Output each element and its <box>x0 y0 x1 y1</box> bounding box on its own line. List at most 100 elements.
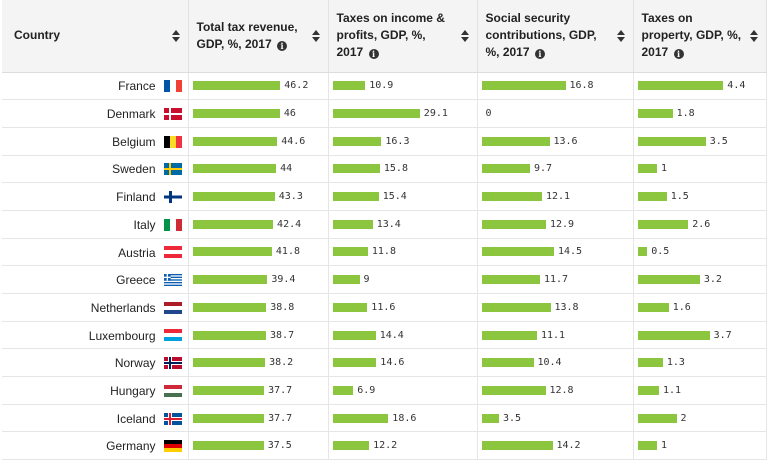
sweden-flag <box>163 163 182 176</box>
property-cell: 2.6 <box>633 210 767 239</box>
social-bar <box>481 247 554 257</box>
income-bar <box>332 358 377 368</box>
total-cell: 38.8 <box>188 293 329 322</box>
table-row: Belgium 44.6 16.3 13.6 3.5 <box>2 127 767 156</box>
total-cell: 38.2 <box>188 348 329 378</box>
table-row: Luxembourg 38.7 14.4 11.1 3.7 <box>2 321 767 350</box>
social-value: 14.5 <box>558 246 583 258</box>
total-bar <box>192 275 268 285</box>
total-bar <box>192 358 266 368</box>
total-value: 46.2 <box>284 80 309 92</box>
property-value: 3.7 <box>713 329 732 341</box>
property-bar <box>637 219 689 229</box>
total-cell: 44 <box>188 155 329 184</box>
table-row: Norway 38.2 14.6 10.4 1.3 <box>2 348 767 378</box>
italy-flag <box>163 218 182 231</box>
property-cell: 1 <box>633 155 767 184</box>
total-cell: 46.2 <box>188 72 329 101</box>
sort-icon[interactable] <box>616 29 625 42</box>
property-value: 1.5 <box>670 191 689 203</box>
income-cell: 14.4 <box>328 321 478 350</box>
header-label: %, 2017 <box>485 45 530 60</box>
total-cell: 38.7 <box>188 321 329 350</box>
column-header-country[interactable]: Country <box>2 0 189 73</box>
income-value: 14.4 <box>379 329 404 341</box>
social-cell: 11.1 <box>477 321 634 350</box>
income-cell: 15.4 <box>328 182 478 211</box>
total-bar <box>192 136 278 146</box>
social-bar <box>481 358 534 368</box>
property-value: 0.5 <box>651 246 670 258</box>
total-cell: 44.6 <box>188 127 329 156</box>
social-value: 14.2 <box>556 440 581 452</box>
greece-flag <box>163 274 182 287</box>
property-cell: 3.5 <box>633 127 767 156</box>
header-label: Social security <box>485 11 571 26</box>
column-header-social-security[interactable]: Social security contributions, GDP, %, 2… <box>477 0 634 73</box>
info-icon[interactable]: i <box>673 49 684 60</box>
country-cell: Iceland <box>2 404 189 433</box>
property-bar <box>637 441 657 451</box>
column-header-taxes-on-property[interactable]: Taxes on property, GDP, %, 2017 i <box>633 0 767 73</box>
header-label: Taxes on income & <box>336 11 445 26</box>
sort-icon[interactable] <box>171 29 180 42</box>
total-value: 42.4 <box>277 218 302 230</box>
social-value: 16.8 <box>569 80 594 92</box>
income-value: 15.4 <box>382 191 407 203</box>
social-bar <box>481 302 551 312</box>
social-cell: 11.7 <box>477 265 634 294</box>
info-icon[interactable]: i <box>368 49 379 60</box>
country-name: Greece <box>116 273 156 288</box>
norway-flag <box>163 357 182 370</box>
total-cell: 39.4 <box>188 265 329 294</box>
total-value: 38.2 <box>269 357 294 369</box>
total-value: 37.7 <box>268 412 293 424</box>
social-value: 13.8 <box>554 301 579 313</box>
total-value: 38.7 <box>270 329 295 341</box>
column-header-taxes-on-income[interactable]: Taxes on income & profits, GDP, %, 2017 … <box>328 0 478 73</box>
total-bar <box>192 385 265 395</box>
info-icon[interactable]: i <box>534 49 545 60</box>
social-bar <box>481 219 546 229</box>
country-cell: Hungary <box>2 376 189 405</box>
country-name: Italy <box>133 217 156 232</box>
social-cell: 3.5 <box>477 404 634 433</box>
total-bar <box>192 164 277 174</box>
sort-icon[interactable] <box>460 29 469 42</box>
property-cell: 0.5 <box>633 238 767 267</box>
income-cell: 12.2 <box>328 431 478 461</box>
social-value: 0 <box>485 108 492 120</box>
info-icon[interactable]: i <box>277 40 288 51</box>
income-cell: 18.6 <box>328 404 478 433</box>
table-row: Germany 37.5 12.2 14.2 1 <box>2 431 767 461</box>
social-value: 12.9 <box>550 218 575 230</box>
total-value: 37.5 <box>267 440 292 452</box>
sort-icon[interactable] <box>311 29 320 42</box>
property-bar <box>637 330 710 340</box>
property-value: 1.6 <box>672 301 691 313</box>
property-bar <box>637 275 700 285</box>
social-cell: 10.4 <box>477 348 634 378</box>
income-value: 6.9 <box>357 384 376 396</box>
total-bar <box>192 441 264 451</box>
column-header-total-tax-revenue[interactable]: Total tax revenue, GDP, %, 2017 i <box>188 0 329 73</box>
income-cell: 10.9 <box>328 72 478 101</box>
property-value: 3.5 <box>709 135 728 147</box>
income-bar <box>332 164 380 174</box>
property-bar <box>637 413 677 423</box>
income-value: 11.8 <box>371 246 396 258</box>
header-label: Country <box>14 28 60 43</box>
income-cell: 11.6 <box>328 293 478 322</box>
total-bar <box>192 413 265 423</box>
property-cell: 1.6 <box>633 293 767 322</box>
property-value: 4.4 <box>727 80 746 92</box>
social-bar <box>481 441 553 451</box>
property-value: 1 <box>661 163 668 175</box>
finland-flag <box>163 191 182 203</box>
social-value: 12.8 <box>549 384 574 396</box>
table-row: Denmark 46 29.1 0 1.8 <box>2 99 767 128</box>
country-name: Netherlands <box>90 300 156 315</box>
property-cell: 1.8 <box>633 99 767 128</box>
sort-icon[interactable] <box>749 29 758 42</box>
income-bar <box>332 81 366 91</box>
